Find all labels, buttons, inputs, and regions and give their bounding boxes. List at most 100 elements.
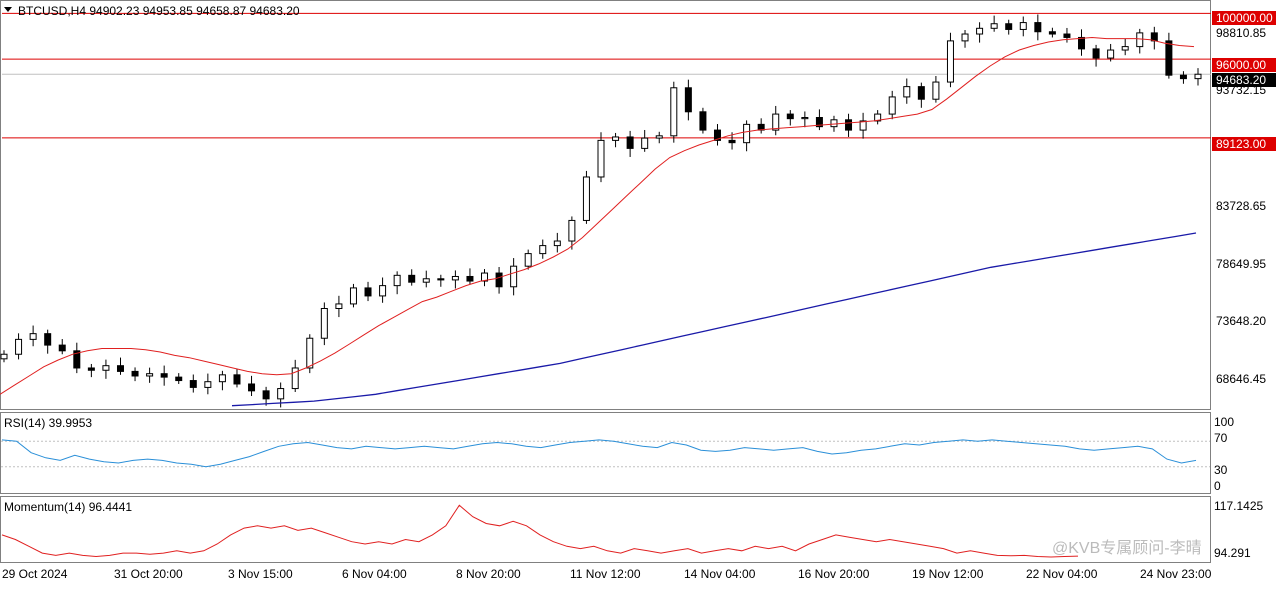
candle-body (1136, 32, 1144, 48)
candle-body (917, 86, 925, 100)
time-axis-label: 22 Nov 04:00 (1026, 567, 1098, 581)
price-axis-label: 83728.65 (1216, 199, 1266, 213)
watermark-text: @KVB专属顾问-李晴 (1052, 539, 1202, 557)
rsi-panel-frame (0, 412, 1211, 494)
rsi-title: RSI(14) 39.9953 (4, 416, 92, 430)
candle-body (29, 333, 37, 340)
candle-body (146, 373, 154, 377)
momentum-layer (1, 504, 1079, 558)
candle-body (641, 137, 649, 149)
candle-body (1005, 23, 1013, 30)
candle-body (655, 135, 663, 139)
rsi-level-label: 100 (1214, 415, 1234, 429)
candle-body (874, 113, 882, 122)
candle-body (1034, 22, 1042, 33)
candle-body (1048, 31, 1056, 35)
candle-body (830, 119, 838, 128)
candle-body (859, 120, 867, 131)
candle-body (495, 272, 503, 288)
candle-body (961, 33, 969, 42)
price-axis-label: 73648.20 (1216, 314, 1266, 328)
candle-body (116, 365, 124, 372)
candle-body (568, 219, 576, 242)
candle-body (699, 111, 707, 131)
candle-body (189, 380, 197, 388)
momentum-title: Momentum(14) 96.4441 (4, 500, 132, 514)
candle-body (510, 265, 518, 288)
candle-body (772, 113, 780, 131)
candle-body (524, 253, 532, 267)
candle-body (15, 338, 23, 355)
candle-body (728, 139, 736, 144)
time-axis-label: 3 Nov 15:00 (228, 567, 293, 581)
candle-body (175, 376, 183, 382)
candle-body (364, 287, 372, 297)
candle-body (713, 129, 721, 141)
time-axis-label: 29 Oct 2024 (2, 567, 68, 581)
candle-body (218, 374, 226, 383)
time-axis-label: 31 Oct 20:00 (114, 567, 183, 581)
candle-body (466, 275, 474, 282)
candle-body (306, 337, 314, 369)
level-label-100000: 100000.00 (1216, 11, 1273, 25)
symbol-header: BTCUSD,H4 94902.23 94953.85 94658.87 946… (18, 4, 300, 18)
time-axis-label: 11 Nov 12:00 (570, 567, 641, 581)
rsi-level-label: 70 (1214, 431, 1228, 445)
candle-body (670, 87, 678, 137)
candle-body (58, 344, 66, 352)
candle-body (815, 117, 823, 128)
candle-body (320, 308, 328, 339)
candle-body (932, 81, 940, 100)
candle-body (553, 240, 561, 247)
candle-body (786, 113, 794, 120)
time-axis-label: 14 Nov 04:00 (684, 567, 756, 581)
chart-menu-triangle-icon[interactable] (4, 7, 12, 12)
candle-body (1092, 48, 1100, 59)
candle-body (946, 40, 954, 83)
price-axis-label: 98810.85 (1216, 26, 1266, 40)
candle-body (684, 87, 692, 113)
momentum-level-label: 94.291 (1214, 546, 1251, 560)
candle-body (1121, 46, 1129, 51)
level-tag-96000 (1212, 58, 1276, 72)
rsi-layer (1, 439, 1210, 468)
ma-fast-line (0, 36, 1195, 395)
momentum-panel-frame (0, 496, 1211, 563)
ma-slow-line (231, 232, 1197, 407)
candle-body (451, 275, 459, 281)
candle-body (612, 136, 620, 141)
level-label-96000: 96000.00 (1216, 58, 1266, 72)
candle-body (262, 390, 270, 400)
level-tag-100000 (1212, 11, 1276, 25)
candle-body (102, 365, 110, 371)
candle-body (481, 272, 489, 282)
candle-body (87, 367, 95, 371)
candle-body (582, 176, 590, 221)
candle-body (1107, 49, 1115, 59)
candle-body (160, 373, 168, 378)
level-label-89123: 89123.00 (1216, 137, 1266, 151)
candle-body (801, 117, 809, 120)
candle-body (1165, 40, 1173, 76)
rsi-level-label: 0 (1214, 479, 1221, 493)
candle-body (1194, 73, 1202, 80)
candle-body (204, 381, 212, 388)
candle-body (277, 388, 285, 400)
candle-body (291, 367, 299, 390)
main-price-layer (0, 12, 1211, 408)
candle-body (349, 287, 357, 305)
candle-body (539, 245, 547, 255)
price-axis-label: 68646.45 (1216, 372, 1266, 386)
candle-body (422, 278, 430, 283)
candle-body (0, 353, 8, 360)
candle-body (743, 123, 751, 144)
candle-body (597, 139, 605, 178)
current-price-tag (1212, 73, 1276, 87)
main-panel-frame (0, 0, 1211, 410)
candle-body (1019, 22, 1027, 30)
momentum-level-label: 117.1425 (1214, 499, 1263, 513)
time-axis-label: 8 Nov 20:00 (456, 567, 521, 581)
candle-body (976, 27, 984, 35)
